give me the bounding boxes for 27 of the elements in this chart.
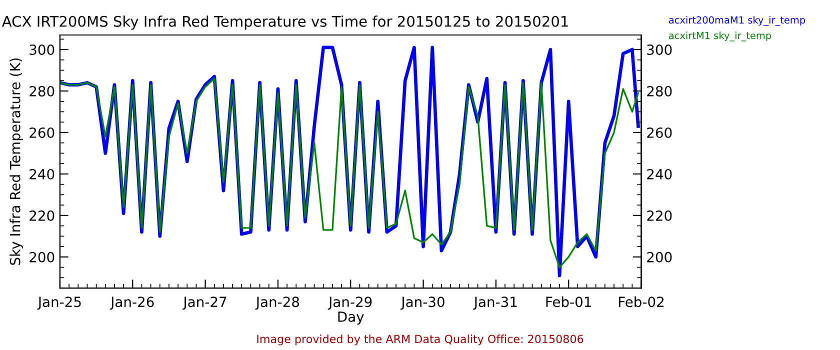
x-tick-label: Jan-31 <box>473 296 517 310</box>
x-tick-label: Jan-29 <box>328 296 372 310</box>
x-tick-label: Jan-25 <box>37 296 81 310</box>
chart-title: ACX IRT200MS Sky Infra Red Temperature vs Time for 20150125 to 20150201 <box>2 16 568 30</box>
text: acxirt200maM1 sky_ir_temp <box>668 16 806 26</box>
y-tick-label: 240 <box>30 168 54 180</box>
x-tick-label: Jan-27 <box>182 296 226 310</box>
x-tick-label: Jan-26 <box>110 296 154 310</box>
y2-tick-label: 240 <box>647 168 672 180</box>
y2-tick-label: 300 <box>647 44 672 55</box>
x-tick-label: Feb-01 <box>546 296 591 308</box>
y-tick-label: 300 <box>30 44 54 55</box>
x-tick-label: Jan-30 <box>400 296 444 310</box>
y-axis-title: Sky Infra Red Temperature (K) <box>10 58 24 265</box>
text: acxirtM1 sky_ir_temp <box>668 32 772 42</box>
y-tick-label: 200 <box>30 252 54 262</box>
x-axis-title: Day <box>338 312 364 325</box>
x-tick-label: Feb-02 <box>618 296 664 308</box>
y2-tick-label: 260 <box>647 127 672 138</box>
x-tick-label: Jan-28 <box>255 296 300 310</box>
y-tick-label: 280 <box>30 86 54 96</box>
text: Image provided by the ARM Data Quality Office: 20150806 <box>257 334 584 346</box>
y2-tick-label: 220 <box>647 210 672 221</box>
y-tick-label: 260 <box>30 127 54 138</box>
y2-tick-label: 200 <box>647 252 672 262</box>
y2-tick-label: 280 <box>647 86 672 96</box>
y-tick-label: 220 <box>30 210 54 221</box>
